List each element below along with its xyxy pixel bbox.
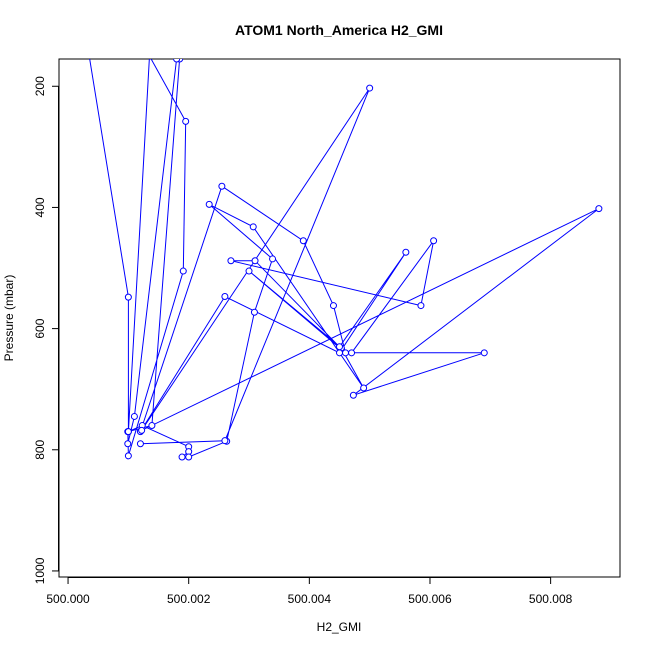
x-tick-label: 500.000: [46, 592, 90, 606]
data-point: [185, 453, 193, 461]
chart-title: ATOM1 North_America H2_GMI: [235, 22, 443, 38]
data-point: [218, 182, 226, 190]
data-point: [136, 440, 144, 448]
series-layer: [89, 59, 603, 461]
data-point: [595, 205, 603, 213]
y-axis: 200 400 600 800 1000: [33, 76, 59, 584]
y-tick-label: 1000: [33, 557, 47, 584]
x-tick-label: 500.004: [288, 592, 332, 606]
y-tick-label: 400: [33, 197, 47, 217]
data-point: [179, 267, 187, 275]
x-axis-label: H2_GMI: [317, 620, 362, 634]
data-point: [336, 343, 343, 351]
data-point: [366, 84, 374, 92]
data-point: [124, 452, 132, 460]
data-point: [299, 237, 307, 245]
data-point: [402, 248, 410, 256]
data-point: [249, 223, 257, 231]
data-point: [227, 257, 235, 265]
data-point: [221, 292, 229, 300]
data-point: [205, 200, 213, 208]
data-point: [130, 412, 138, 420]
data-point: [342, 349, 350, 357]
data-point: [124, 293, 132, 301]
plot-frame: [58, 58, 621, 578]
data-point: [178, 453, 186, 461]
data-point: [269, 255, 277, 263]
y-tick-label: 800: [33, 439, 47, 459]
data-point: [221, 437, 229, 445]
x-tick-label: 500.008: [529, 592, 573, 606]
y-tick-label: 200: [33, 76, 47, 96]
data-point: [124, 428, 132, 436]
x-axis: 500.000 500.002 500.004 500.006 500.008: [46, 577, 573, 606]
y-axis-label: Pressure (mbar): [2, 275, 16, 362]
data-point: [360, 384, 368, 392]
data-point: [148, 422, 156, 430]
data-point: [250, 308, 258, 316]
x-tick-label: 500.002: [167, 592, 211, 606]
y-tick-label: 600: [33, 318, 47, 338]
x-tick-label: 500.006: [408, 592, 452, 606]
data-point: [124, 440, 132, 448]
data-point: [430, 237, 438, 245]
series-line: [89, 59, 600, 458]
series-clip-group: [89, 59, 603, 461]
data-point: [348, 349, 356, 357]
data-point: [329, 302, 337, 310]
data-point: [417, 302, 425, 310]
data-point: [138, 426, 146, 434]
data-point: [245, 267, 253, 275]
data-point: [173, 59, 181, 63]
data-point: [336, 349, 343, 357]
data-point: [480, 349, 488, 357]
data-point: [349, 391, 357, 399]
data-point: [182, 117, 190, 125]
data-point: [251, 257, 259, 265]
